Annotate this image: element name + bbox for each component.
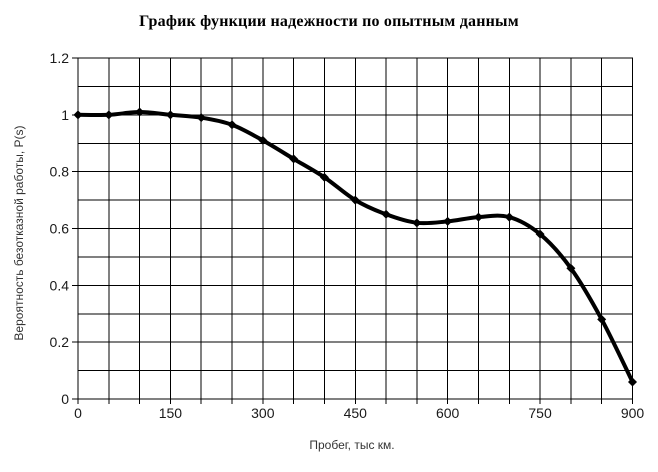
diamond-marker (443, 216, 453, 226)
y-tick-label: 0.6 (50, 221, 70, 237)
x-tick-label: 300 (251, 405, 275, 421)
x-axis-title: Пробег, тыс км. (309, 438, 395, 452)
x-tick-label: 450 (344, 405, 368, 421)
y-tick-label: 0.8 (50, 164, 70, 180)
grid-lines (77, 57, 633, 400)
diamond-marker (381, 209, 391, 219)
diamond-marker (73, 110, 83, 120)
x-tick-labels: 0 150 300 450 600 750 900 (74, 405, 644, 421)
x-tick-label: 750 (528, 405, 552, 421)
diamond-marker (412, 218, 422, 228)
x-tick-label: 600 (436, 405, 460, 421)
y-tick-label: 0.2 (50, 334, 70, 350)
diamond-marker (135, 107, 145, 117)
diamond-marker (535, 229, 545, 239)
x-tick-label: 150 (159, 405, 183, 421)
x-tick-label: 0 (74, 405, 82, 421)
diamond-marker (473, 212, 483, 222)
y-tick-label: 0 (61, 391, 69, 407)
diamond-marker (104, 110, 114, 120)
diamond-marker (227, 120, 237, 130)
diamond-marker (350, 195, 360, 205)
plot-frame (77, 57, 633, 400)
diamond-marker (196, 113, 206, 123)
diamond-marker (504, 212, 514, 222)
diamond-marker (165, 110, 175, 120)
x-tick-label: 900 (621, 405, 645, 421)
diamond-marker (289, 154, 299, 164)
axis-ticks (72, 57, 633, 404)
y-tick-label: 1 (61, 107, 69, 123)
diamond-marker (566, 263, 576, 273)
y-tick-label: 0.4 (50, 277, 70, 293)
diamond-marker (628, 377, 637, 387)
chart-title: График функции надежности по опытным дан… (139, 13, 519, 30)
diamond-marker (258, 135, 268, 145)
diamond-marker (319, 172, 329, 182)
data-point-markers (73, 107, 637, 387)
diamond-marker (597, 314, 607, 324)
y-tick-labels: 0 0.2 0.4 0.6 0.8 1 1.2 (50, 50, 70, 407)
y-tick-label: 1.2 (50, 50, 70, 66)
